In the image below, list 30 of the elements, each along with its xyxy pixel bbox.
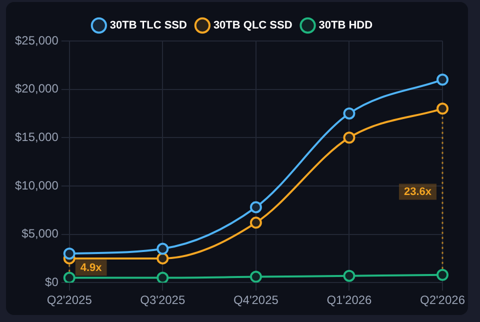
y-tick-label: $20,000 bbox=[14, 82, 59, 96]
point bbox=[343, 270, 356, 282]
point bbox=[343, 107, 356, 120]
y-tick-label: $0 bbox=[45, 274, 59, 289]
point bbox=[156, 272, 169, 283]
point bbox=[156, 252, 169, 264]
y-tick-label: $5,000 bbox=[22, 226, 59, 241]
x-tick-label: Q2'2026 bbox=[420, 293, 466, 308]
point bbox=[156, 242, 169, 255]
point bbox=[250, 270, 262, 283]
legend-label: 30TB HDD bbox=[318, 20, 373, 32]
x-tick-label: Q4'2025 bbox=[233, 293, 279, 308]
point bbox=[250, 216, 262, 229]
point bbox=[436, 74, 449, 86]
y-tick-label: $10,000 bbox=[14, 178, 59, 192]
point bbox=[436, 268, 449, 281]
annotation: 4.9x bbox=[80, 262, 103, 274]
x-tick-label: Q2'2025 bbox=[46, 293, 92, 308]
point bbox=[63, 272, 76, 283]
point bbox=[63, 248, 76, 260]
x-tick-label: Q1'2026 bbox=[326, 293, 372, 308]
annotation: 23.6x bbox=[404, 186, 432, 198]
point bbox=[343, 132, 356, 144]
y-tick-label: $15,000 bbox=[14, 130, 59, 144]
x-tick-label: Q3'2025 bbox=[140, 293, 186, 308]
point bbox=[250, 201, 262, 214]
y-tick-label: $25,000 bbox=[14, 33, 59, 48]
legend-label: 30TB TLC SSD bbox=[110, 20, 187, 32]
point bbox=[436, 102, 449, 115]
legend-label: 30TB QLC SSD bbox=[213, 20, 292, 32]
